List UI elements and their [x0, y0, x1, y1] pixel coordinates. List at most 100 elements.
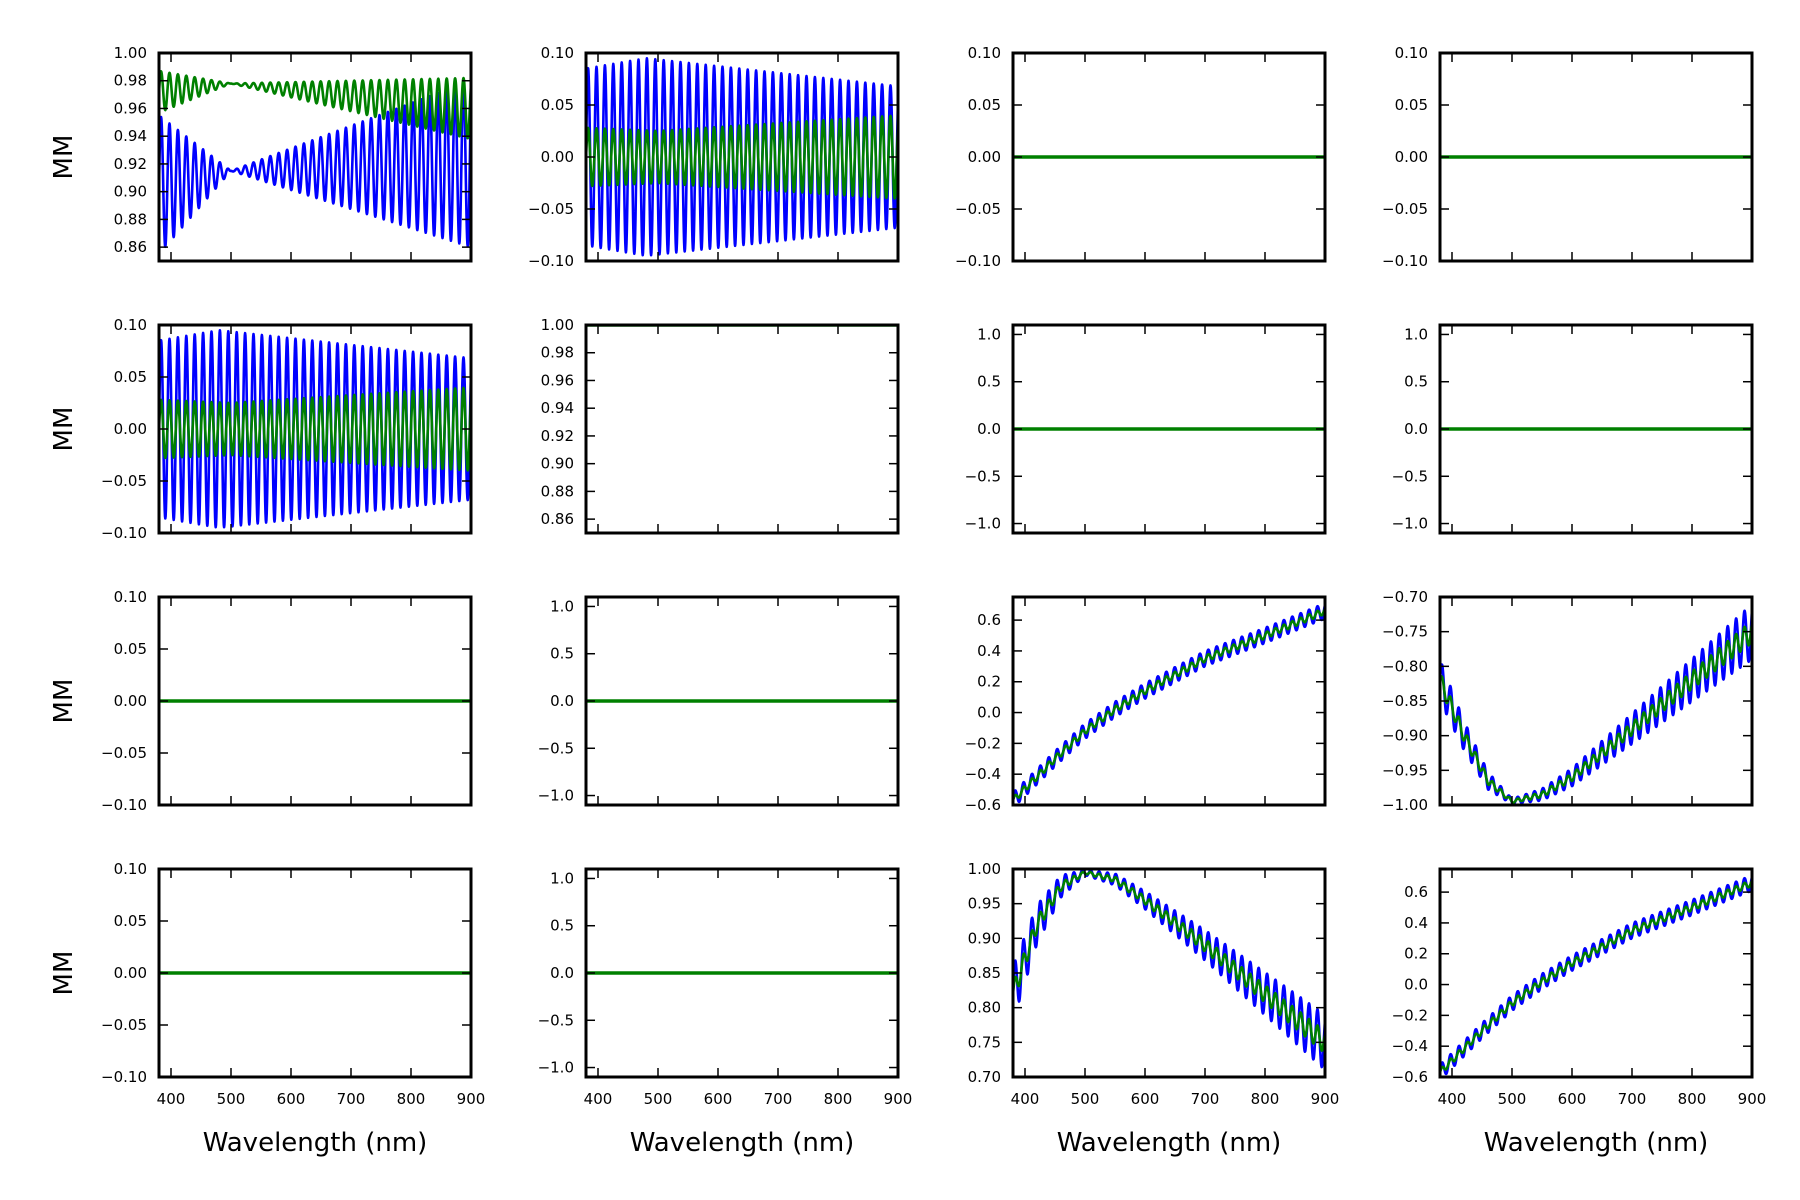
- panel-r0-c3-ytick-label: −0.05: [1382, 200, 1428, 218]
- panel-r3-c1-xtick-label: 500: [644, 1090, 673, 1108]
- panel-r0-c3-ytick-label: −0.10: [1382, 252, 1428, 270]
- panel-r1-c2-ytick-label: 0.5: [977, 373, 1001, 391]
- panel-r1-c1-ytick-label: 0.94: [541, 399, 574, 417]
- panel-r0-c2-ytick-label: 0.05: [968, 96, 1001, 114]
- panel-r2-c0-ytick-label: −0.10: [101, 796, 147, 814]
- panel-r3-c3-ytick-label: 0.6: [1404, 883, 1428, 901]
- panel-r1-c2-ytick-label: −0.5: [965, 467, 1001, 485]
- panel-r0-c0-series-blue: [159, 82, 471, 249]
- panel-r3-c2-xtick-label: 500: [1071, 1090, 1100, 1108]
- panel-r0-c0-ytick-label: 0.88: [114, 210, 147, 228]
- panel-r2-c3-series-green: [1440, 622, 1752, 804]
- panel-r3-c0-ylabel: MM: [49, 951, 79, 996]
- panel-r3-c0-xtick-label: 800: [397, 1090, 426, 1108]
- panel-r2-c3: −1.00 −0.95 −0.90 −0.85 −0.80 −0.75 −0.70: [1382, 588, 1754, 814]
- panel-r1-c0-series-green: [159, 386, 471, 472]
- panel-r0-c0-ytick-label: 1.00: [114, 44, 147, 62]
- panel-r2-c2-ytick-label: 0.4: [977, 642, 1001, 660]
- panel-r3-c0-xlabel: Wavelength (nm): [203, 1128, 428, 1158]
- panel-r0-c1-ytick-label: 0.05: [541, 96, 574, 114]
- panel-r2-c2-ytick-label: −0.6: [965, 796, 1001, 814]
- panel-r3-c2-xtick-label: 600: [1131, 1090, 1160, 1108]
- panel-r0-c2-ytick-label: 0.00: [968, 148, 1001, 166]
- panel-r1-c0: −0.10 −0.05 0.00 0.05 0.10 MM: [49, 316, 473, 542]
- panel-r2-c2-series-blue: [1013, 604, 1325, 804]
- panel-r0-c1-ytick-label: 0.00: [541, 148, 574, 166]
- panel-r1-c0-ytick-label: −0.05: [101, 472, 147, 490]
- panel-r3-c2-frame: [1011, 867, 1327, 1079]
- panel-r0-c0-ytick-label: 0.86: [114, 238, 147, 256]
- panel-r3-c1-xtick-label: 400: [584, 1090, 613, 1108]
- panel-r3-c0-ytick-label: 0.00: [114, 964, 147, 982]
- panel-r3-c3-xtick-label: 600: [1558, 1090, 1587, 1108]
- panel-r2-c1-ytick-label: 1.0: [550, 597, 574, 615]
- panel-r0-c1-series-green: [586, 114, 898, 200]
- panel-r1-c0-ytick-label: 0.00: [114, 420, 147, 438]
- panel-r2-c0-ytick-label: 0.00: [114, 692, 147, 710]
- panel-r3-c2: 0.70 0.75 0.80 0.85 0.90 0.95 1.00 400 500 600 700…: [968, 860, 1340, 1158]
- panel-r3-c2-ytick-label: 0.75: [968, 1033, 1001, 1051]
- panel-r3-c2-xtick-label: 800: [1251, 1090, 1280, 1108]
- panel-r2-c3-ytick-label: −0.95: [1382, 761, 1428, 779]
- panel-r3-c1-ytick-label: 0.5: [550, 917, 574, 935]
- panel-r1-c3-ytick-label: 1.0: [1404, 325, 1428, 343]
- panel-r3-c0-ytick-label: −0.10: [101, 1068, 147, 1086]
- panel-r3-c2-ytick-label: 0.95: [968, 895, 1001, 913]
- panel-r3-c2-xtick-label: 900: [1311, 1090, 1340, 1108]
- panel-r2-c3-ytick-label: −0.85: [1382, 692, 1428, 710]
- panel-r3-c3-ytick-label: −0.6: [1392, 1068, 1428, 1086]
- panel-r1-c2-ytick-label: −1.0: [965, 515, 1001, 533]
- panel-r0-c2: −0.10 −0.05 0.00 0.05 0.10: [955, 44, 1327, 270]
- panel-r1-c3: −1.0 −0.5 0.0 0.5 1.0: [1392, 323, 1754, 535]
- panel-r0-c0-ytick-label: 0.92: [114, 155, 147, 173]
- panel-r3-c0-xtick-label: 700: [337, 1090, 366, 1108]
- panel-r2-c0: −0.10 −0.05 0.00 0.05 0.10 MM: [49, 588, 473, 814]
- panel-r3-c0-ytick-label: 0.05: [114, 912, 147, 930]
- panel-r0-c1: −0.10 −0.05 0.00 0.05 0.10: [528, 44, 900, 270]
- panel-r3-c1-xtick-label: 700: [764, 1090, 793, 1108]
- panel-r3-c3-ytick-label: −0.4: [1392, 1037, 1428, 1055]
- panel-r1-c1-ytick-label: 0.90: [541, 455, 574, 473]
- panel-r0-c3-ytick-label: 0.10: [1395, 44, 1428, 62]
- panel-r2-c3-ytick-label: −0.75: [1382, 623, 1428, 641]
- panel-r3-c2-ytick-label: 0.70: [968, 1068, 1001, 1086]
- panel-r3-c0-xtick-label: 900: [457, 1090, 486, 1108]
- panel-r2-c3-ytick-label: −1.00: [1382, 796, 1428, 814]
- panel-r3-c3: −0.6 −0.4 −0.2 0.0 0.2 0.4 0.6 400 500 600 700 800 9…: [1392, 867, 1767, 1158]
- panel-r1-c1-ytick-label: 0.92: [541, 427, 574, 445]
- panel-r2-c1: −1.0 −0.5 0.0 0.5 1.0: [538, 595, 900, 807]
- panel-r1-c1-ytick-label: 1.00: [541, 316, 574, 334]
- panel-r0-c2-ytick-label: −0.10: [955, 252, 1001, 270]
- panel-r3-c1-xlabel: Wavelength (nm): [630, 1128, 855, 1158]
- panel-r3-c3-xtick-label: 800: [1678, 1090, 1707, 1108]
- panel-r3-c2-xtick-label: 700: [1191, 1090, 1220, 1108]
- panel-r2-c2-plot-area: [1013, 604, 1325, 804]
- panel-r3-c0: −0.10 −0.05 0.00 0.05 0.10 400 500 600 700 800 900…: [49, 860, 485, 1158]
- panel-r3-c1-ytick-label: 0.0: [550, 964, 574, 982]
- panel-r2-c2: −0.6 −0.4 −0.2 0.0 0.2 0.4 0.6: [965, 595, 1327, 814]
- panel-r3-c3-plot-area: [1440, 876, 1752, 1076]
- panel-r3-c3-xtick-label: 500: [1498, 1090, 1527, 1108]
- panel-r3-c2-plot-area: [1013, 869, 1325, 1069]
- panel-r3-c0-xtick-label: 600: [277, 1090, 306, 1108]
- panel-r0-c0: 0.86 0.88 0.90 0.92 0.94 0.96 0.98 1.00 MM: [49, 44, 473, 263]
- panel-r3-c2-series-green: [1013, 870, 1325, 1052]
- panel-r3-c2-ytick-label: 1.00: [968, 860, 1001, 878]
- panel-r3-c2-ytick-label: 0.90: [968, 929, 1001, 947]
- panel-r3-c3-xlabel: Wavelength (nm): [1484, 1128, 1709, 1158]
- panel-r3-c1-ytick-label: 1.0: [550, 869, 574, 887]
- panel-r1-c1-ytick-label: 0.96: [541, 371, 574, 389]
- panel-r3-c1-ytick-label: −1.0: [538, 1059, 574, 1077]
- panel-r1-c0-plot-area: [159, 329, 471, 529]
- panel-r2-c1-ytick-label: 0.5: [550, 645, 574, 663]
- panel-r1-c3-ytick-label: −1.0: [1392, 515, 1428, 533]
- panel-r2-c3-ytick-label: −0.80: [1382, 657, 1428, 675]
- panel-r2-c1-ytick-label: 0.0: [550, 692, 574, 710]
- panel-r0-c3-ytick-label: 0.00: [1395, 148, 1428, 166]
- panel-r3-c1: −1.0 −0.5 0.0 0.5 1.0 400 500 600 700 800 900 Wavel…: [538, 867, 912, 1158]
- panel-r3-c2-ytick-label: 0.80: [968, 999, 1001, 1017]
- panel-r1-c2-ytick-label: 0.0: [977, 420, 1001, 438]
- panel-r0-c1-ytick-label: 0.10: [541, 44, 574, 62]
- panel-r1-c2: −1.0 −0.5 0.0 0.5 1.0: [965, 323, 1327, 535]
- panel-r3-c3-xtick-label: 900: [1738, 1090, 1767, 1108]
